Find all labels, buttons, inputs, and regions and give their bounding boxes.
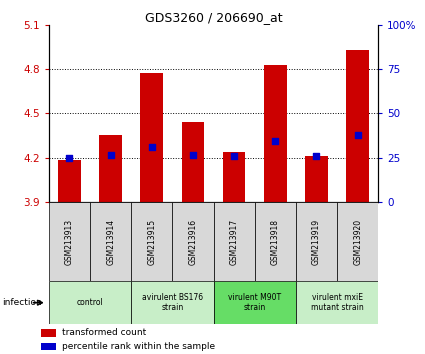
Point (107, 152, 114, 158)
FancyBboxPatch shape (213, 281, 296, 324)
FancyBboxPatch shape (255, 202, 296, 281)
Text: GSM213915: GSM213915 (147, 218, 156, 265)
Bar (264, 64, 286, 202)
Bar (58, 160, 81, 202)
FancyBboxPatch shape (49, 202, 90, 281)
Point (190, 152, 196, 158)
FancyBboxPatch shape (131, 281, 213, 324)
Bar (42, 329, 57, 337)
Text: GSM213917: GSM213917 (230, 218, 239, 265)
Text: GSM213920: GSM213920 (353, 218, 362, 265)
Title: GDS3260 / 206690_at: GDS3260 / 206690_at (145, 11, 282, 24)
Bar (181, 122, 204, 202)
Text: GSM213914: GSM213914 (106, 218, 115, 265)
Text: control: control (76, 298, 103, 307)
Text: GSM213918: GSM213918 (271, 219, 280, 264)
Point (354, 132, 361, 138)
Point (231, 153, 238, 159)
Text: GSM213919: GSM213919 (312, 218, 321, 265)
Text: GSM213916: GSM213916 (188, 218, 198, 265)
FancyBboxPatch shape (131, 202, 173, 281)
Text: virulent mxiE
mutant strain: virulent mxiE mutant strain (311, 293, 363, 312)
Text: avirulent BS176
strain: avirulent BS176 strain (142, 293, 203, 312)
FancyBboxPatch shape (213, 202, 255, 281)
FancyBboxPatch shape (49, 281, 131, 324)
Bar (346, 50, 369, 202)
Text: percentile rank within the sample: percentile rank within the sample (62, 342, 215, 351)
FancyBboxPatch shape (337, 202, 378, 281)
Point (66, 155, 73, 160)
FancyBboxPatch shape (173, 202, 213, 281)
Point (313, 153, 320, 159)
FancyBboxPatch shape (296, 281, 378, 324)
Bar (42, 343, 57, 350)
Bar (305, 156, 328, 202)
Point (148, 144, 155, 150)
FancyBboxPatch shape (296, 202, 337, 281)
Bar (99, 136, 122, 202)
FancyBboxPatch shape (90, 202, 131, 281)
Text: virulent M90T
strain: virulent M90T strain (228, 293, 281, 312)
Text: transformed count: transformed count (62, 329, 146, 337)
Text: infection: infection (2, 298, 42, 307)
Bar (141, 74, 163, 202)
Point (272, 138, 279, 144)
Bar (223, 152, 246, 202)
Text: GSM213913: GSM213913 (65, 218, 74, 265)
